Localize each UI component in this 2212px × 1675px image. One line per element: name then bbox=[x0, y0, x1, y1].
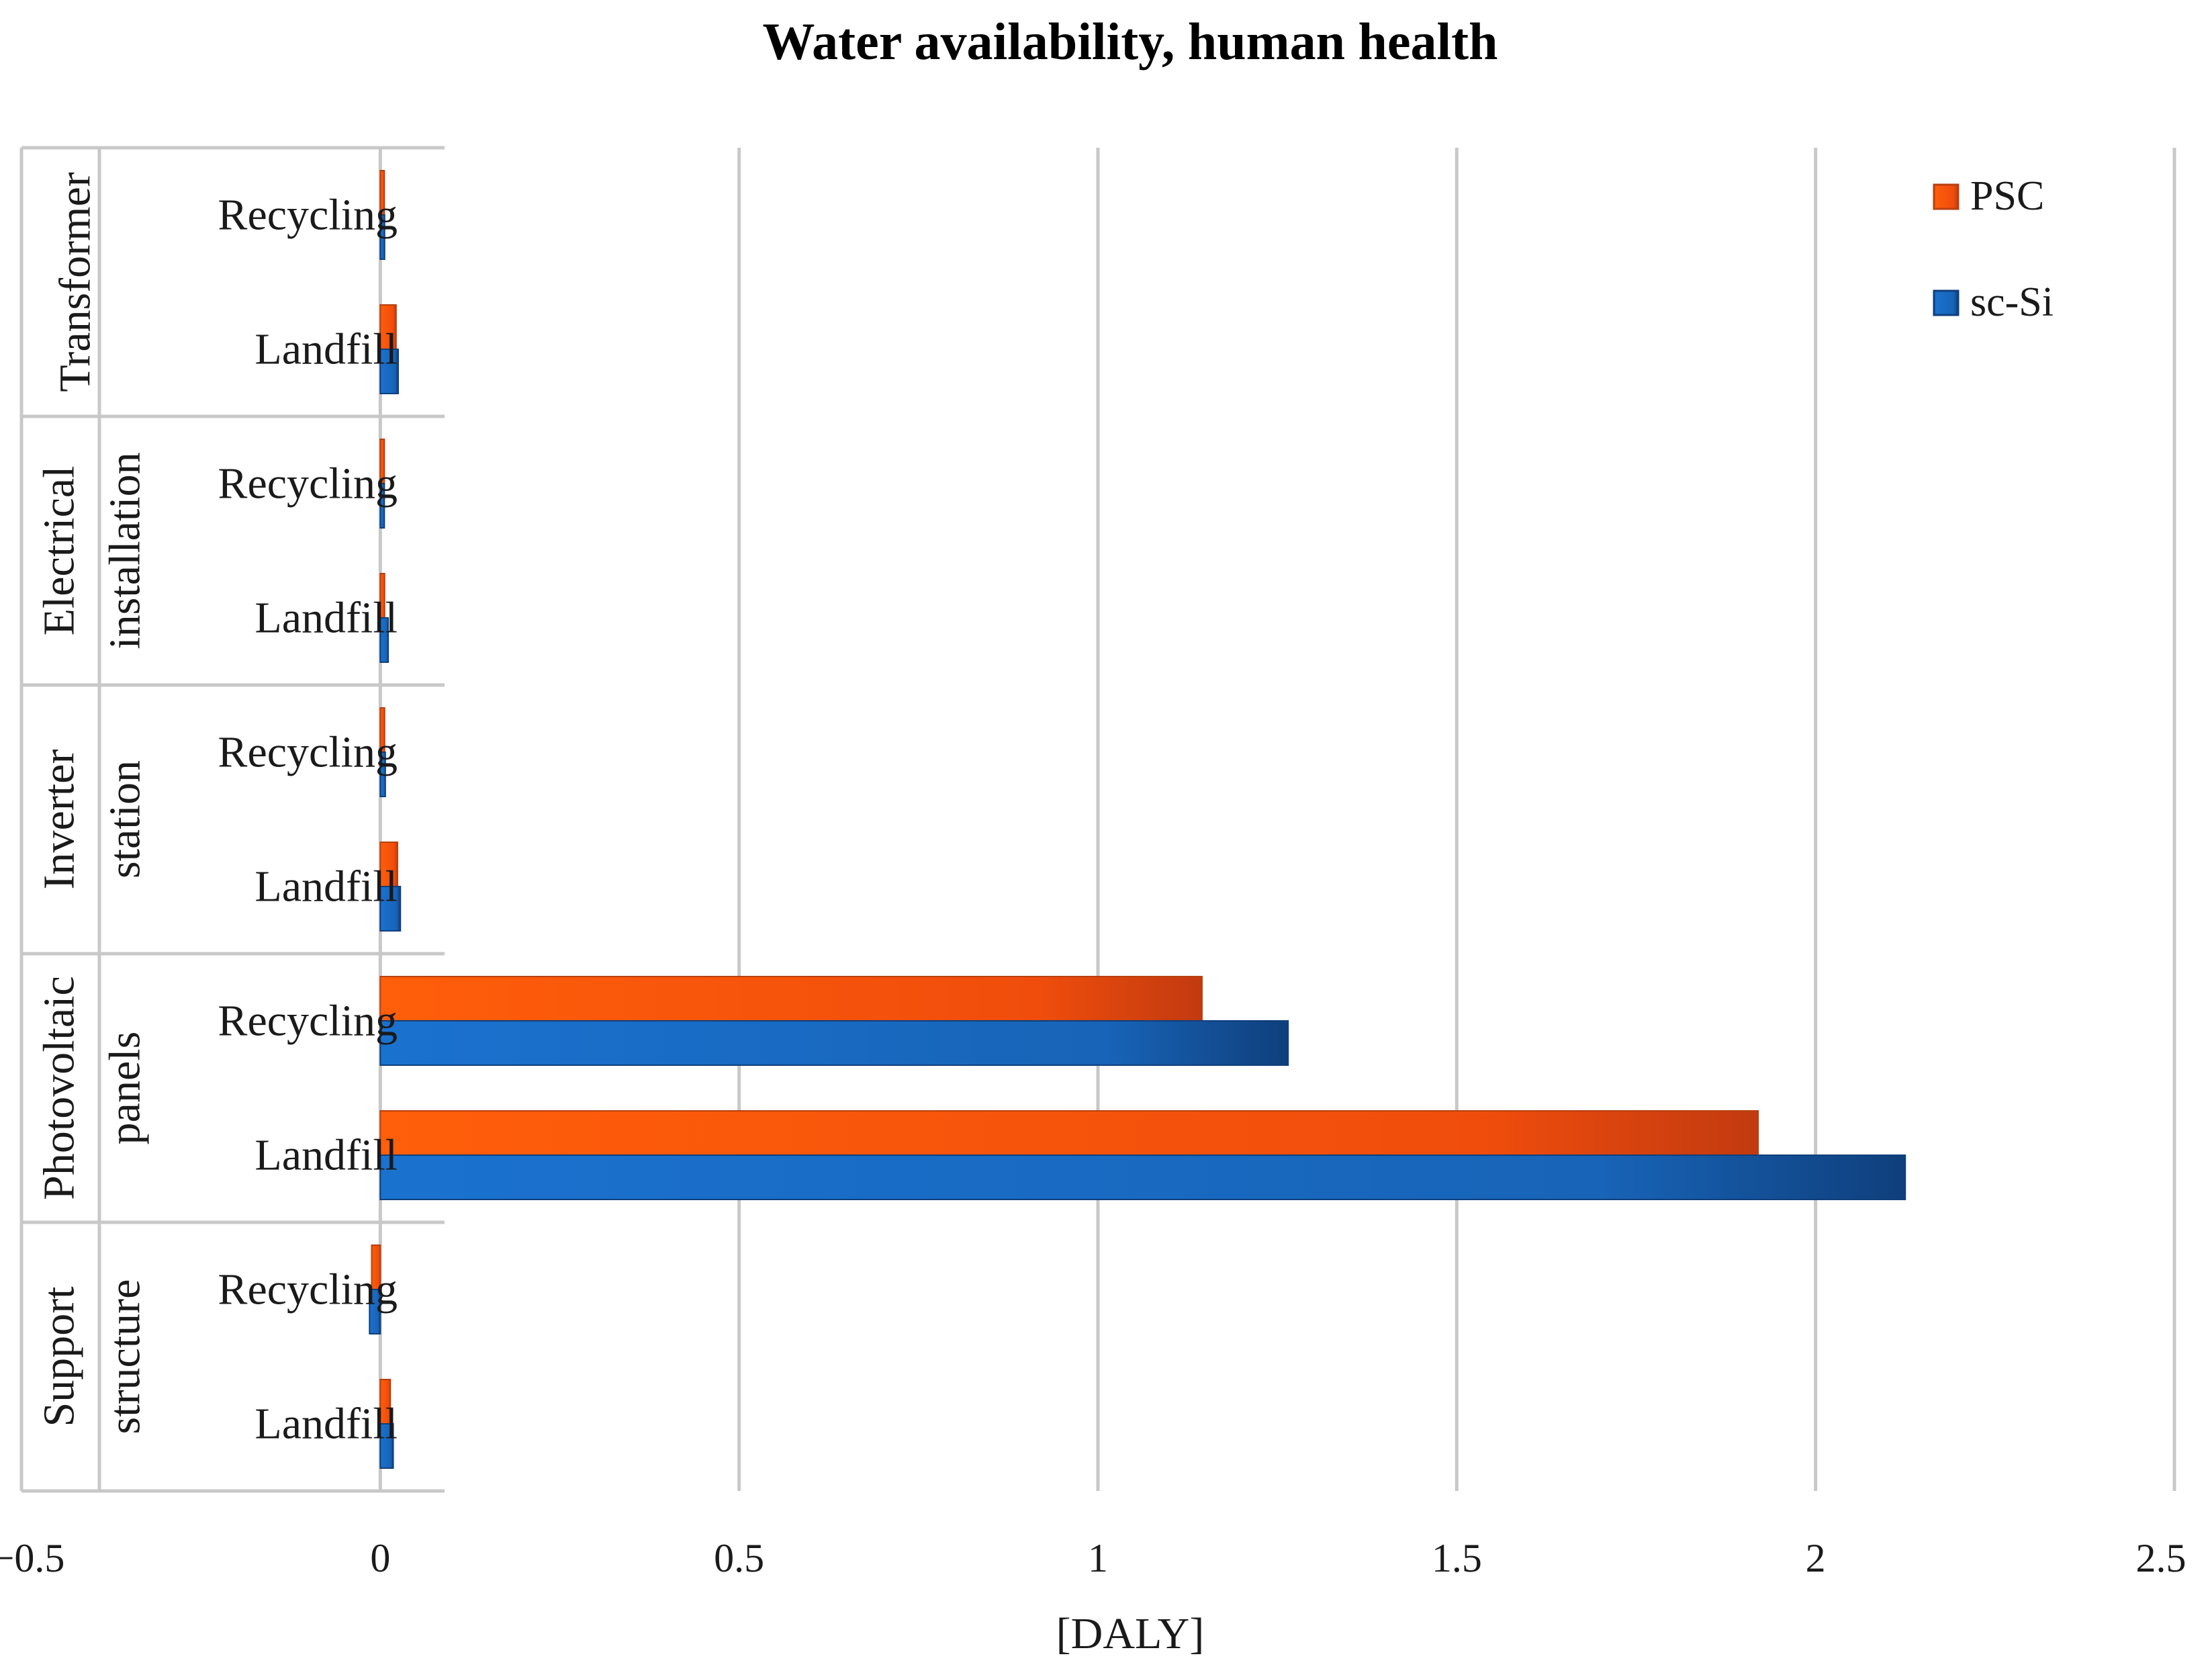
category-label: Landfill bbox=[255, 862, 398, 911]
group-label: Support bbox=[35, 1286, 84, 1427]
group-label: station bbox=[101, 760, 150, 878]
x-tick-label: 2.5 bbox=[2136, 1536, 2186, 1580]
chart-title: Water availability, human health bbox=[762, 12, 1497, 71]
bar-scsi bbox=[379, 214, 385, 260]
category-labels: Transformer Electrical installation Inverte… bbox=[35, 172, 398, 1448]
bars bbox=[369, 170, 1906, 1469]
bar-scsi bbox=[379, 1423, 394, 1469]
x-tick-label: 2 bbox=[1806, 1536, 1826, 1580]
category-label: Recycling bbox=[218, 728, 398, 777]
gridlines bbox=[378, 148, 2176, 1491]
category-frame bbox=[19, 146, 445, 1493]
category-label: Recycling bbox=[218, 997, 398, 1046]
bar-scsi bbox=[379, 886, 402, 932]
x-tick-label: −0.5 bbox=[0, 1536, 64, 1580]
legend-swatch-psc bbox=[1933, 183, 1960, 210]
group-label: Inverter bbox=[35, 750, 84, 890]
group-label: Electrical bbox=[35, 466, 84, 636]
bar-psc bbox=[379, 1110, 1759, 1156]
legend: PSC sc-Si bbox=[1933, 173, 2054, 325]
bar-scsi bbox=[379, 1155, 1906, 1200]
bar-scsi bbox=[379, 349, 400, 394]
category-label: Landfill bbox=[255, 594, 398, 643]
group-label: Transformer bbox=[51, 172, 100, 392]
x-axis-label: [DALY] bbox=[1056, 1609, 1205, 1658]
bar-scsi bbox=[379, 1020, 1289, 1066]
x-tick-label: 1 bbox=[1088, 1536, 1108, 1580]
bar-psc bbox=[379, 842, 398, 887]
category-label: Landfill bbox=[255, 1400, 398, 1449]
bar-psc bbox=[379, 976, 1203, 1022]
category-label: Landfill bbox=[255, 325, 398, 374]
bar-scsi bbox=[379, 483, 385, 529]
group-label: panels bbox=[101, 1032, 150, 1145]
group-label: Photovoltaic bbox=[35, 976, 84, 1200]
legend-swatch-scsi bbox=[1933, 289, 1960, 316]
x-axis-ticks: −0.5 0 0.5 1 1.5 2 2.5 bbox=[0, 1536, 2186, 1580]
group-label: structure bbox=[101, 1279, 150, 1435]
x-tick-label: 0 bbox=[370, 1536, 390, 1580]
x-tick-label: 1.5 bbox=[1432, 1536, 1482, 1580]
category-label: Recycling bbox=[218, 459, 398, 508]
category-label: Recycling bbox=[218, 1265, 398, 1314]
legend-label-scsi: sc-Si bbox=[1970, 279, 2054, 325]
bar-scsi bbox=[369, 1289, 381, 1334]
bar-scsi bbox=[379, 617, 389, 663]
bar-scsi bbox=[379, 752, 386, 797]
x-tick-label: 0.5 bbox=[714, 1536, 764, 1580]
category-label: Recycling bbox=[218, 191, 398, 240]
category-label: Landfill bbox=[255, 1131, 398, 1180]
group-label: installation bbox=[101, 452, 150, 649]
legend-label-psc: PSC bbox=[1970, 173, 2044, 219]
